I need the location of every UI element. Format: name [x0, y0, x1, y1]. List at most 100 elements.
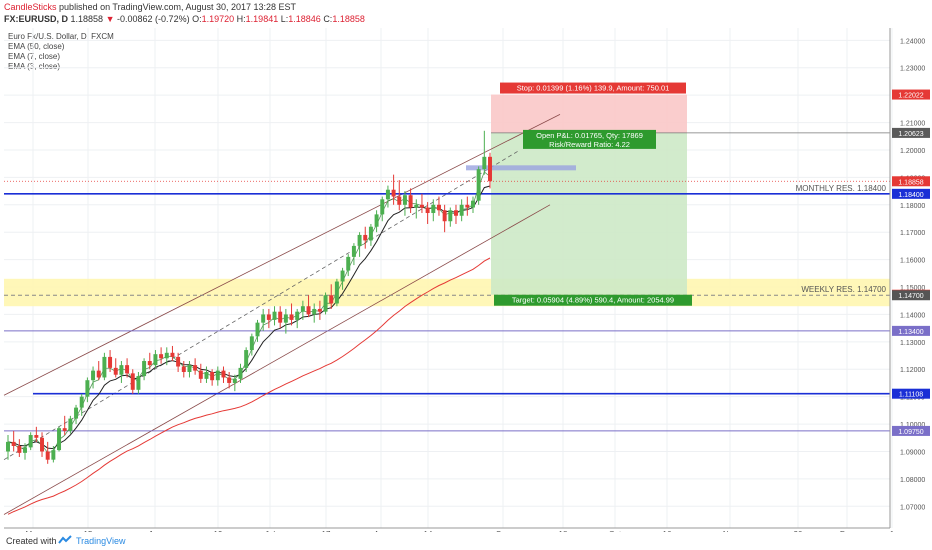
candle-body — [340, 270, 345, 282]
candle-body — [187, 365, 192, 372]
x-tick-label: 14 — [424, 530, 433, 532]
candle-body — [255, 322, 260, 337]
target-zone — [491, 132, 687, 295]
candle-body — [408, 195, 413, 208]
candle-body — [74, 407, 79, 419]
x-tick-label: 19 — [214, 530, 223, 532]
symbol-line: FX:EURUSD, D 1.18858 ▼ -0.00862 (-0.72%)… — [4, 14, 365, 24]
candle-body — [414, 204, 419, 208]
candle-body — [164, 352, 169, 359]
y-tick-label: 1.20000 — [900, 148, 925, 155]
candle-body — [306, 306, 311, 315]
candle-body — [357, 234, 362, 246]
candle-body — [385, 189, 390, 200]
candle-body — [119, 365, 124, 375]
candle-body — [278, 311, 283, 323]
candle-body — [289, 314, 294, 320]
channel-median — [3, 149, 521, 461]
price-badge — [892, 325, 930, 336]
price-badge-text: 1.11108 — [899, 392, 923, 399]
x-tick-label: 20 — [794, 530, 803, 532]
tradingview-logo-icon — [58, 535, 72, 544]
candle-body — [283, 314, 288, 323]
candle-body — [374, 214, 379, 227]
y-tick-label: 1.13000 — [900, 340, 925, 347]
target-label-box — [494, 294, 692, 306]
candle-body — [6, 441, 10, 452]
candle-body — [227, 377, 232, 383]
candle-body — [136, 376, 141, 390]
price-badge-text: 1.18400 — [898, 192, 923, 199]
x-tick-label: Aug — [374, 530, 388, 532]
open-pnl-label-text: Risk/Reward Ratio: 4.22 — [549, 140, 630, 149]
low-value: 1.18846 — [288, 14, 321, 24]
y-tick-label: 1.12000 — [900, 367, 925, 374]
price-badge-text: 1.18858 — [898, 179, 923, 186]
study-ema-7[interactable]: EMA (7, close) — [8, 52, 61, 61]
weekly-zone — [4, 278, 890, 307]
trend-channel[interactable] — [3, 113, 576, 515]
x-tick-label: May — [25, 530, 40, 532]
candle-body — [465, 204, 470, 208]
price-badge — [892, 89, 930, 100]
price-badge-text: 1.22022 — [898, 93, 923, 100]
candle-body — [96, 370, 101, 378]
candle-body — [130, 373, 135, 390]
candle-body — [448, 210, 453, 222]
y-tick-label: 1.17000 — [900, 230, 925, 237]
x-tick-label: Nov — [723, 530, 737, 532]
candle-body — [113, 367, 118, 375]
position-tool[interactable] — [491, 94, 890, 295]
x-tick-label: 17 — [322, 530, 331, 532]
candle-body — [442, 210, 447, 222]
horizontal-levels[interactable]: MONTHLY RES. 1.18400 WEEKLY RES. 1.14700 — [4, 180, 890, 432]
x-tick-label: Dec — [840, 530, 854, 532]
change-value: -0.00862 (-0.72%) — [117, 14, 190, 24]
x-tick-label: 16 — [663, 530, 672, 532]
publish-info: published on TradingView.com, August 30,… — [59, 2, 297, 12]
stop-label-text: Stop: 0.01399 (1.16%) 139.9, Amount: 750… — [517, 84, 670, 93]
study-ema-50[interactable]: EMA (50, close) — [8, 42, 65, 51]
author-link[interactable]: CandleSticks — [4, 2, 57, 12]
low-label: L: — [280, 14, 289, 24]
study-ema-3[interactable]: EMA (3, close) — [8, 62, 61, 71]
candle-body — [431, 204, 436, 214]
price-badge — [892, 425, 930, 436]
level-label: WEEKLY RES. 1.14700 — [801, 285, 886, 294]
candle-body — [397, 196, 402, 205]
x-tick-label: Sep — [496, 530, 511, 532]
symbol-name: FX:EURUSD, D — [4, 14, 69, 24]
candle-body — [453, 210, 458, 216]
price-badge-text: 1.20623 — [898, 131, 923, 138]
candle-body — [368, 226, 373, 241]
open-pnl-label-text: Open P&L: 0.01765, Qty: 17869 — [536, 131, 643, 140]
study-legend: Euro Fx/U.S. Dollar, D, FXCM EMA (50, cl… — [8, 32, 114, 72]
candle-body — [436, 204, 441, 211]
x-tick-label: 15 — [84, 530, 93, 532]
candle-body — [244, 350, 249, 368]
candle-body — [351, 245, 356, 257]
candle-body — [266, 314, 271, 320]
x-tick-label: Jun — [149, 530, 162, 532]
candle-body — [419, 204, 424, 208]
candle-body — [323, 295, 328, 312]
instrument-title: Euro Fx/U.S. Dollar, D, FXCM — [8, 32, 114, 41]
brand-name[interactable]: TradingView — [76, 536, 126, 546]
candle-body — [181, 366, 186, 372]
x-tick-label: 18 — [559, 530, 568, 532]
price-badge — [892, 290, 930, 301]
candle-body — [170, 352, 175, 357]
candle-body — [11, 441, 16, 446]
candle-body — [91, 370, 96, 381]
down-arrow-icon: ▼ — [105, 14, 115, 24]
grid — [4, 28, 893, 528]
candle-body — [40, 437, 45, 452]
x-tick-label: Oct — [609, 530, 622, 532]
candle-body — [295, 311, 300, 320]
candle-body — [261, 314, 266, 323]
high-label: H: — [236, 14, 246, 24]
ema-lines — [7, 171, 491, 515]
marker-bar — [466, 165, 576, 171]
candle-body — [28, 435, 33, 448]
